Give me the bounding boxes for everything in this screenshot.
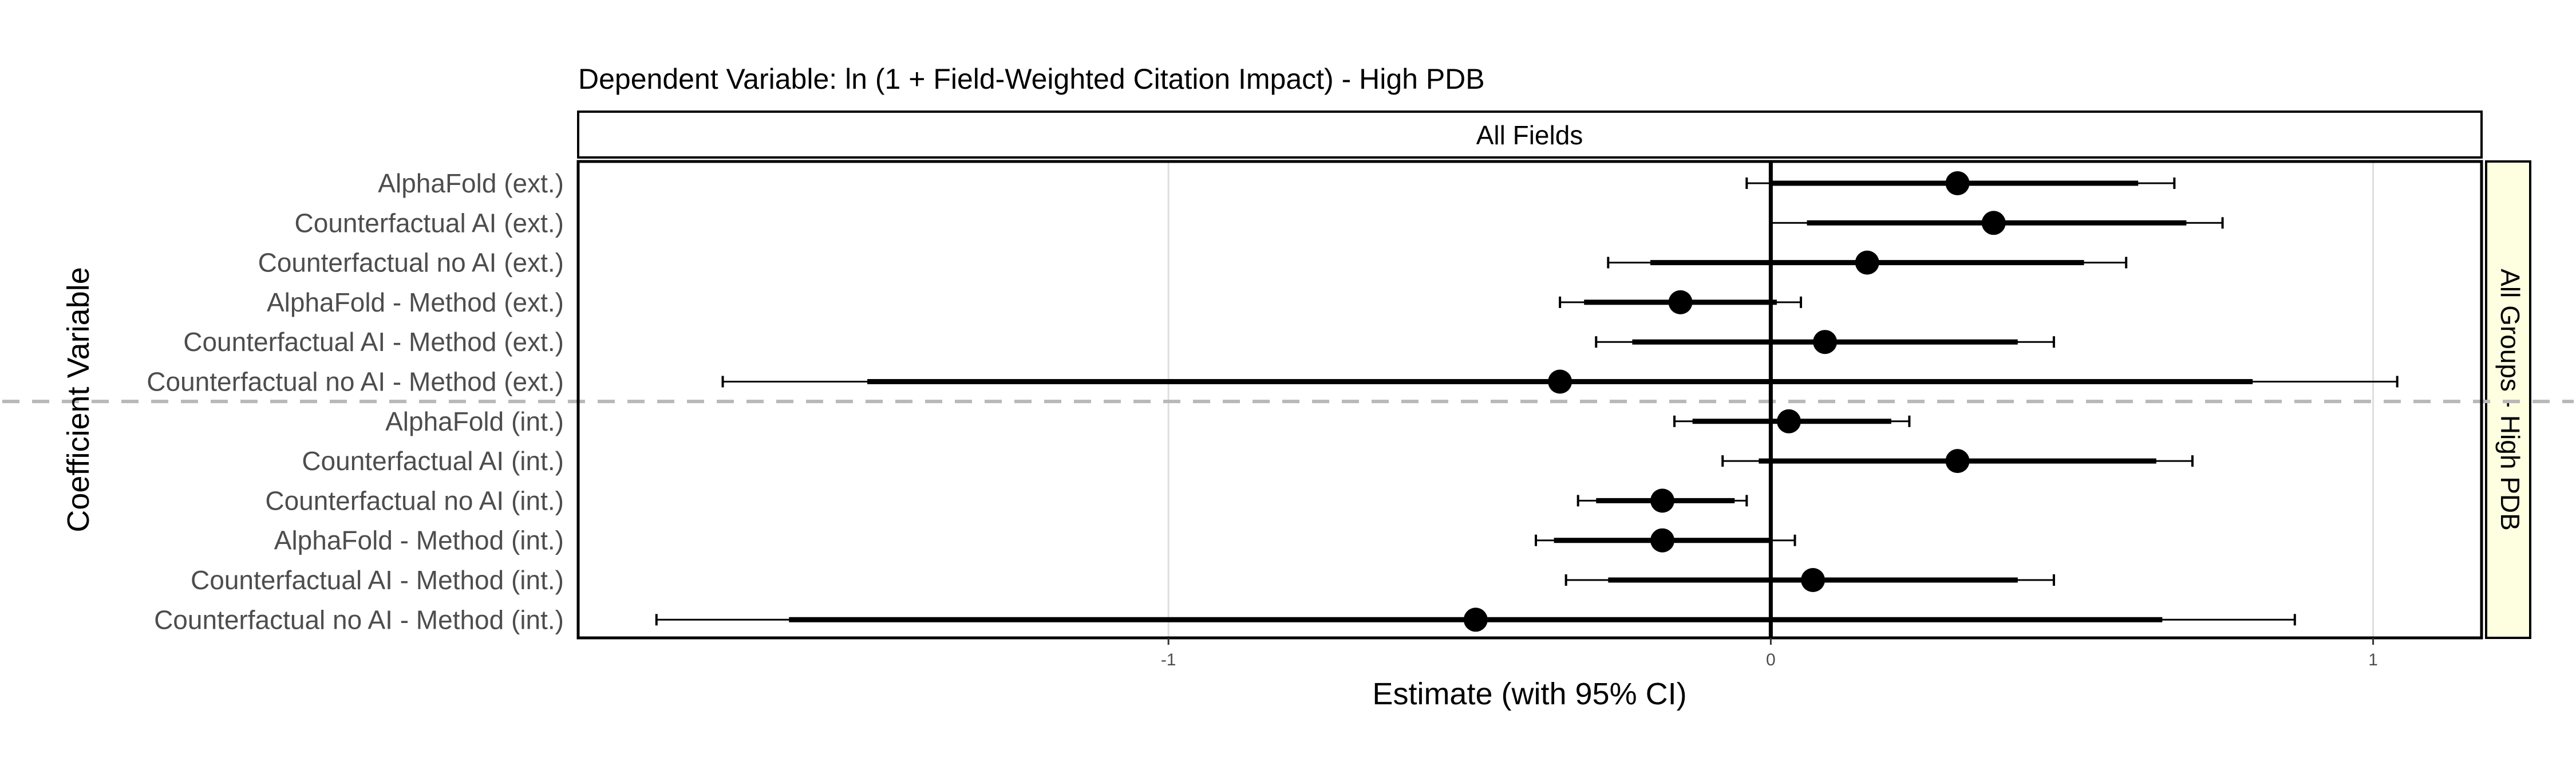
plot-panel-border	[576, 160, 2483, 640]
y-tick-label: Counterfactual no AI - Method (ext.)	[147, 367, 564, 397]
y-tick-label: AlphaFold (ext.)	[378, 168, 564, 198]
y-tick-labels: AlphaFold (ext.) Counterfactual AI (ext.)…	[147, 168, 564, 634]
estimate-point	[1776, 409, 1801, 433]
y-tick-label: Counterfactual no AI (int.)	[265, 486, 564, 515]
facet-label-top: All Fields	[1476, 120, 1583, 150]
estimate-point	[1463, 608, 1488, 632]
plot-panel	[578, 161, 2482, 638]
y-tick-label: Counterfactual AI - Method (ext.)	[183, 327, 564, 357]
x-tick-label: 0	[1766, 650, 1776, 669]
estimate-point	[1548, 369, 1573, 394]
x-ticks: -1 0 1	[1161, 638, 2378, 669]
estimate-point	[1855, 250, 1879, 275]
y-tick-label: Counterfactual no AI - Method (int.)	[154, 605, 564, 634]
estimate-point	[1813, 330, 1838, 354]
x-tick-label: 1	[2368, 650, 2378, 669]
x-tick-label: -1	[1161, 650, 1176, 669]
y-tick-label: Counterfactual AI - Method (int.)	[191, 565, 564, 595]
coefficient-marks	[655, 171, 2399, 632]
estimate-point	[1945, 449, 1970, 474]
facet-label-right: All Groups - High PDB	[2495, 269, 2525, 531]
estimate-point	[1981, 211, 2006, 235]
estimate-point	[1650, 528, 1674, 553]
y-axis-label: Coefficient Variable	[61, 267, 96, 532]
estimate-point	[1650, 488, 1674, 513]
y-tick-label: AlphaFold - Method (ext.)	[267, 287, 564, 317]
y-tick-label: AlphaFold (int.)	[385, 407, 564, 436]
y-tick-label: Counterfactual AI (int.)	[302, 446, 564, 476]
y-tick-label: AlphaFold - Method (int.)	[274, 526, 564, 555]
estimate-point	[1668, 290, 1693, 314]
x-axis-label: Estimate (with 95% CI)	[1372, 677, 1686, 711]
estimate-point	[1801, 568, 1826, 592]
y-tick-label: Counterfactual AI (ext.)	[295, 208, 564, 238]
facet-strip-right	[2485, 160, 2531, 639]
chart-title: Dependent Variable: ln (1 + Field-Weight…	[578, 63, 1485, 95]
estimate-point	[1945, 171, 1970, 195]
facet-strip-top	[577, 111, 2483, 159]
y-tick-label: Counterfactual no AI (ext.)	[258, 248, 564, 278]
